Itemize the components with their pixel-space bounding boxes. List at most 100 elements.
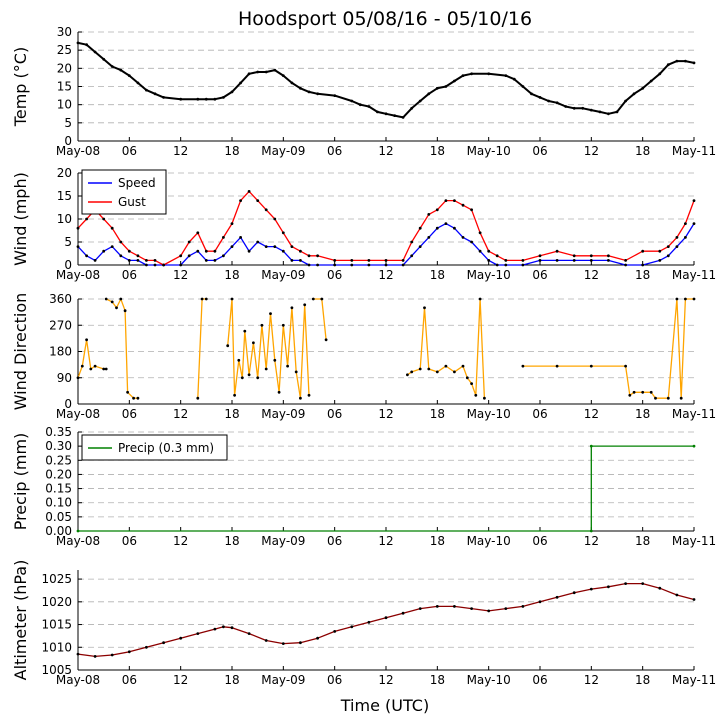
- series-direction-point: [264, 367, 268, 371]
- series-gust-point: [119, 240, 123, 244]
- series-altimeter-point: [435, 605, 439, 608]
- series-speed-point: [684, 236, 687, 239]
- y-axis-label: Temp (°C): [11, 47, 30, 127]
- series-direction-point: [478, 297, 482, 301]
- series-direction-point: [435, 370, 439, 374]
- series-direction-point: [628, 393, 632, 397]
- series-altimeter-point: [76, 652, 80, 656]
- series-temp-point: [316, 92, 319, 96]
- series-direction-point: [461, 364, 465, 368]
- series-altimeter-point: [555, 595, 559, 599]
- series-speed-point: [153, 263, 157, 267]
- series-gust-point: [230, 222, 234, 226]
- series-gust-point: [478, 231, 482, 235]
- x-tick-label: 18: [635, 144, 650, 158]
- series-altimeter-point: [333, 630, 337, 633]
- series-gust-point: [204, 249, 208, 253]
- y-tick-label: 1025: [41, 572, 72, 586]
- series-temp-point: [307, 90, 311, 94]
- series-altimeter-point: [384, 616, 388, 620]
- series-direction-point: [555, 364, 559, 368]
- x-tick-label: 18: [635, 534, 650, 548]
- series-direction-point: [483, 396, 486, 400]
- series-speed-point: [204, 259, 208, 262]
- series-direction-point: [632, 390, 636, 394]
- series-gust-point: [675, 236, 679, 239]
- series-speed-point: [658, 259, 662, 262]
- series-altimeter-point: [196, 632, 200, 635]
- series-temp-point: [145, 88, 148, 92]
- series-gust-point: [264, 208, 268, 212]
- series-temp-point: [572, 106, 576, 110]
- y-axis-label: Altimeter (hPa): [11, 560, 30, 681]
- series-speed-point: [264, 245, 268, 249]
- series-temp-point: [530, 92, 533, 96]
- series-temp-point: [410, 106, 414, 110]
- series-gust-point: [290, 245, 294, 249]
- series-altimeter-point: [572, 591, 576, 595]
- y-tick-label: 1010: [41, 640, 72, 654]
- x-tick-label: 06: [327, 268, 342, 282]
- series-altimeter-point: [692, 598, 696, 601]
- x-tick-label: 12: [173, 673, 188, 687]
- y-tick-label: 0.10: [45, 496, 72, 510]
- series-direction-point: [692, 297, 696, 301]
- series-temp-point: [179, 97, 183, 101]
- x-tick-label: 18: [635, 407, 650, 421]
- series-speed-point: [179, 263, 183, 267]
- x-axis-label: Time (UTC): [340, 696, 429, 715]
- series-temp-point: [350, 99, 354, 103]
- series-gust-point: [239, 199, 243, 203]
- x-tick-label: May-11: [672, 268, 716, 282]
- series-gust-line: [77, 190, 695, 266]
- y-tick-label: 5: [64, 116, 72, 130]
- series-gust-point: [187, 240, 191, 244]
- x-tick-label: 12: [173, 268, 188, 282]
- series-gust-point: [607, 254, 610, 258]
- series-direction-point: [233, 393, 237, 397]
- series-temp-point: [196, 97, 200, 101]
- series-direction-point: [470, 382, 473, 385]
- series-direction-point: [418, 367, 422, 371]
- series-altimeter-point: [281, 642, 285, 645]
- series-speed-point: [504, 263, 508, 267]
- series-gust-point: [495, 254, 499, 258]
- series-precip-0-3-mm-line: [78, 445, 694, 532]
- series-direction-point: [303, 303, 307, 307]
- series-gust-point: [555, 249, 559, 253]
- series-direction-point: [286, 364, 289, 368]
- series-temp-line: [77, 41, 695, 119]
- series-direction-point: [320, 297, 324, 301]
- series-speed-point: [213, 259, 217, 262]
- series-gust-point: [196, 231, 200, 235]
- x-tick-label: 12: [584, 144, 599, 158]
- x-tick-label: 06: [532, 534, 547, 548]
- x-tick-label: May-10: [467, 673, 511, 687]
- series-direction-point: [649, 390, 653, 394]
- series-temp-point: [393, 114, 396, 117]
- x-tick-label: 06: [122, 407, 137, 421]
- y-tick-label: 0.05: [45, 510, 72, 524]
- legend-label: Precip (0.3 mm): [118, 441, 214, 455]
- x-tick-label: May-10: [467, 534, 511, 548]
- y-tick-label: 1005: [41, 663, 72, 677]
- series-gust-point: [76, 226, 80, 230]
- series-direction-point: [104, 297, 108, 301]
- y-tick-label: 25: [57, 43, 72, 57]
- series-direction-line: [197, 298, 207, 399]
- series-gust-point: [444, 199, 448, 203]
- series-gust-point: [470, 208, 473, 212]
- series-temp-point: [692, 61, 696, 65]
- x-tick-label: May-09: [261, 144, 305, 158]
- series-temp-point: [222, 96, 225, 99]
- series-speed-point: [589, 259, 593, 262]
- series-gust-point: [427, 213, 431, 216]
- series-direction-point: [410, 370, 414, 374]
- y-tick-label: 0: [64, 134, 72, 148]
- x-tick-label: 18: [430, 673, 445, 687]
- series-temp-point: [204, 97, 208, 101]
- series-gust-point: [692, 199, 696, 203]
- x-tick-label: 12: [584, 268, 599, 282]
- series-temp-point: [624, 99, 627, 103]
- series-altimeter-point: [247, 632, 251, 635]
